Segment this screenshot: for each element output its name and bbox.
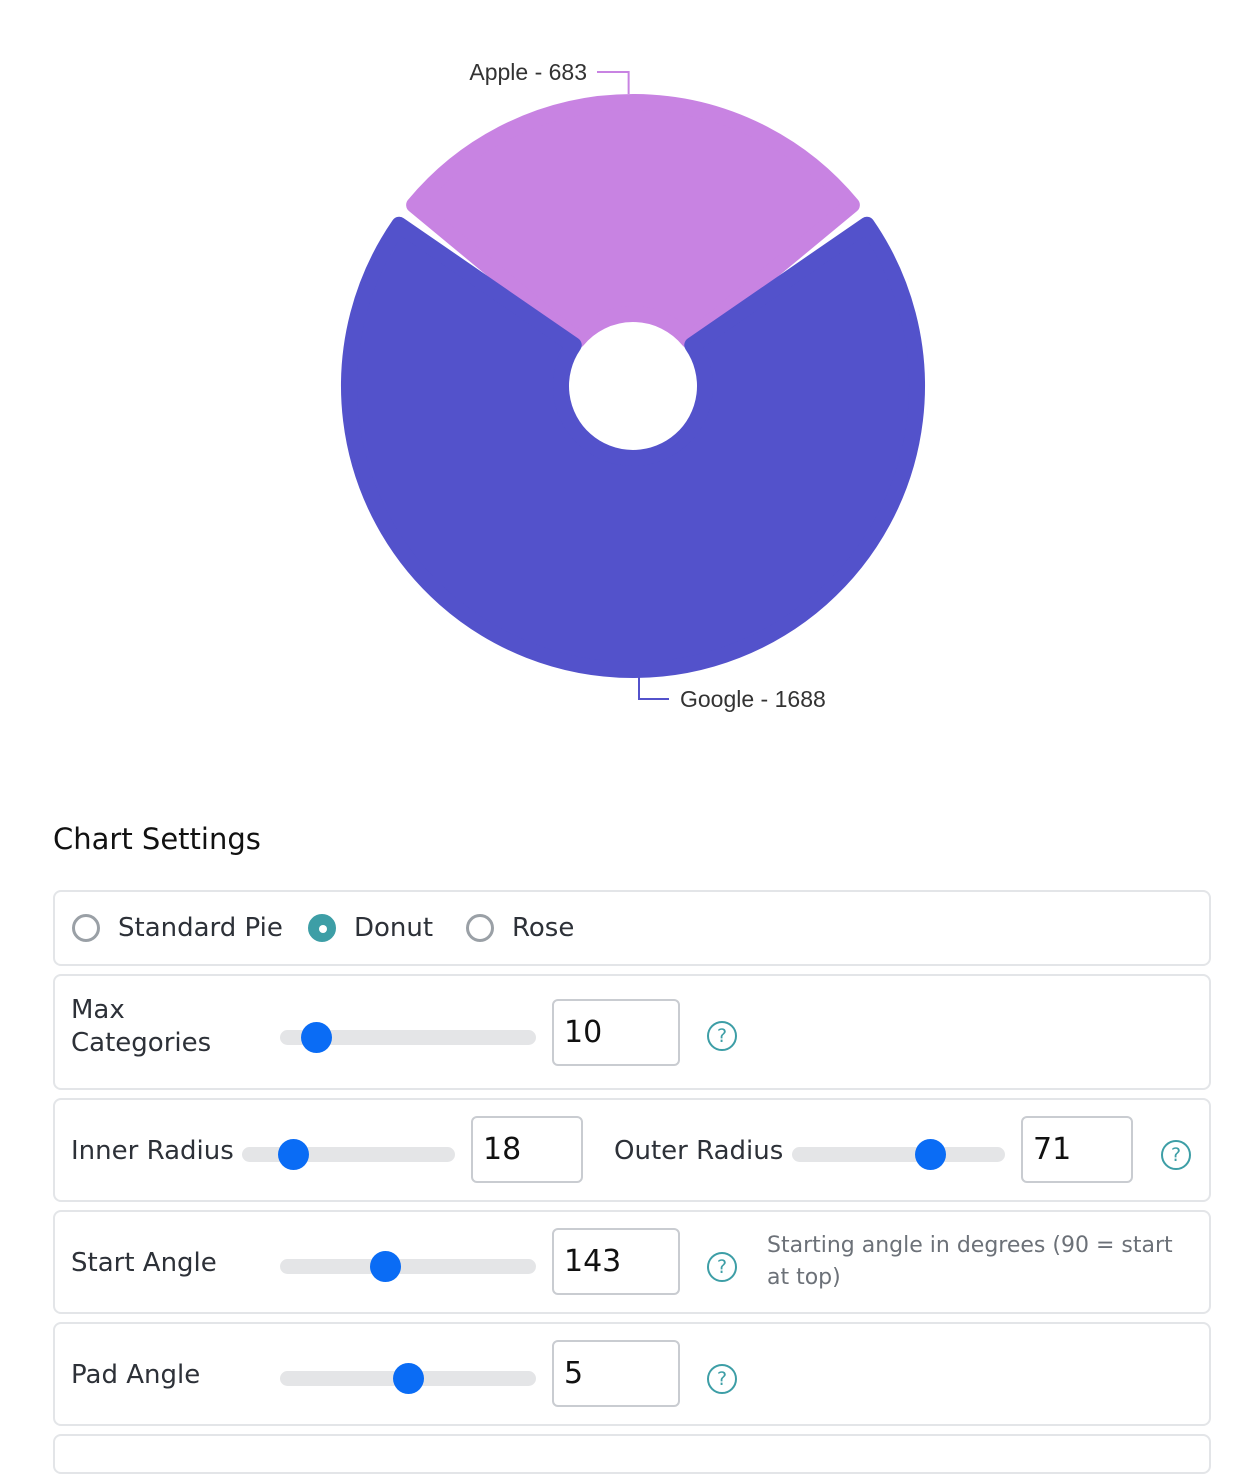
outer-radius-label: Outer Radius xyxy=(614,1136,784,1166)
max-categories-slider-thumb[interactable] xyxy=(300,1022,332,1053)
apple-label-leader-line xyxy=(597,71,630,95)
chart-settings-title: Chart Settings xyxy=(53,822,261,856)
radio-circle-rose[interactable] xyxy=(466,914,494,942)
inner-radius-input[interactable] xyxy=(471,1116,583,1183)
radio-standard-pie[interactable]: Standard Pie xyxy=(72,913,283,943)
pad-angle-input[interactable] xyxy=(552,1340,680,1407)
radio-rose[interactable]: Rose xyxy=(466,913,574,943)
max-categories-label: Max Categories xyxy=(71,994,271,1060)
pad-angle-slider-thumb[interactable] xyxy=(393,1363,424,1394)
pad-angle-slider[interactable] xyxy=(280,1363,536,1394)
radio-circle-standard-pie[interactable] xyxy=(72,914,100,942)
google-slice-label: Google - 1688 xyxy=(680,686,826,712)
radio-label-rose: Rose xyxy=(512,913,575,943)
inner-radius-label: Inner Radius xyxy=(71,1136,234,1166)
question-circle-icon[interactable]: ? xyxy=(707,1021,737,1051)
radius-panel: Inner Radius Outer Radius ? xyxy=(53,1098,1211,1202)
start-angle-input[interactable] xyxy=(552,1228,680,1295)
start-angle-label: Start Angle xyxy=(71,1248,217,1278)
max-categories-input[interactable] xyxy=(552,999,680,1066)
inner-radius-slider[interactable] xyxy=(242,1139,455,1170)
question-circle-icon[interactable]: ? xyxy=(1161,1140,1191,1170)
start-angle-slider[interactable] xyxy=(280,1251,536,1282)
outer-radius-slider-thumb[interactable] xyxy=(915,1139,947,1170)
radio-label-standard-pie: Standard Pie xyxy=(118,913,283,943)
start-angle-slider-thumb[interactable] xyxy=(369,1251,401,1282)
max-categories-slider[interactable] xyxy=(280,1022,536,1053)
apple-slice-label: Apple - 683 xyxy=(469,59,587,85)
donut-chart: Apple - 683 Google - 1688 xyxy=(341,59,925,712)
chart-type-panel: Standard Pie Donut Rose xyxy=(53,890,1211,966)
question-circle-icon[interactable]: ? xyxy=(707,1252,737,1282)
outer-radius-slider[interactable] xyxy=(792,1139,1005,1170)
pad-angle-label: Pad Angle xyxy=(71,1360,201,1390)
max-categories-label-line1: Max Categories xyxy=(71,995,212,1059)
radio-donut[interactable]: Donut xyxy=(308,913,433,943)
max-categories-panel: Max Categories ? xyxy=(53,974,1211,1090)
outer-radius-input[interactable] xyxy=(1021,1116,1133,1183)
inner-radius-slider-thumb[interactable] xyxy=(278,1139,310,1170)
google-label-leader-line xyxy=(638,676,669,700)
next-settings-panel xyxy=(53,1434,1211,1474)
radio-label-donut: Donut xyxy=(354,913,434,943)
start-angle-panel: Start Angle ? Starting angle in degrees … xyxy=(53,1210,1211,1314)
question-circle-icon[interactable]: ? xyxy=(707,1364,737,1394)
pad-angle-panel: Pad Angle ? xyxy=(53,1322,1211,1426)
start-angle-help-text: Starting angle in degrees (90 = start at… xyxy=(767,1233,1173,1290)
radio-circle-donut[interactable] xyxy=(308,914,336,942)
donut-slice-apple[interactable] xyxy=(406,94,860,349)
donut-slice-google[interactable] xyxy=(341,216,925,678)
